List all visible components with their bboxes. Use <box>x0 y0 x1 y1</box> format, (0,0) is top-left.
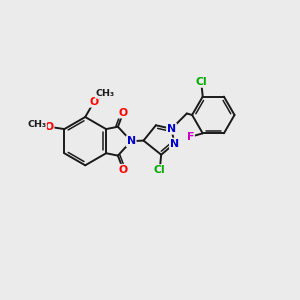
Text: CH₃: CH₃ <box>27 120 46 129</box>
Text: O: O <box>89 97 99 107</box>
Text: O: O <box>118 165 128 175</box>
Text: O: O <box>44 122 54 132</box>
Text: O: O <box>118 108 128 118</box>
Text: N: N <box>170 139 179 148</box>
Text: Cl: Cl <box>195 77 207 87</box>
Text: N: N <box>127 136 136 146</box>
Text: CH₃: CH₃ <box>96 89 115 98</box>
Text: Cl: Cl <box>154 165 166 175</box>
Text: F: F <box>187 132 194 142</box>
Text: N: N <box>167 124 176 134</box>
